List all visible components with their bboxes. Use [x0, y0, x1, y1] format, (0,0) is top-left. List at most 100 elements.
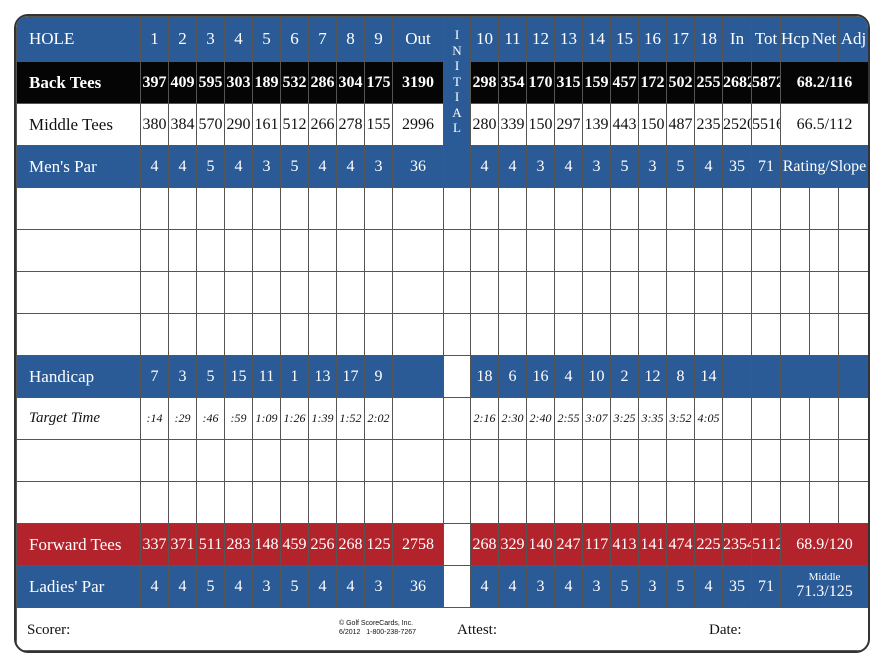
blank-cell	[638, 481, 667, 524]
hole-value: 443	[610, 103, 639, 146]
blank-row	[16, 187, 868, 230]
hole-value: 4	[694, 145, 723, 188]
out-total: 3190	[392, 61, 444, 104]
hole-value: 4	[224, 565, 253, 608]
out-total: 2758	[392, 523, 444, 566]
score-row: Middle Tees 380 384 570 290 161 512 266 278 155 29…	[16, 103, 868, 146]
blank-cell	[582, 271, 611, 314]
hole-value: 3	[252, 145, 281, 188]
hole-value: 5	[196, 145, 225, 188]
hole-value: 397	[140, 61, 169, 104]
hole-value: 303	[224, 61, 253, 104]
hole-value: 2:55	[554, 397, 583, 440]
hole-value: :59	[224, 397, 253, 440]
hole-value: 11	[252, 355, 281, 398]
hole-value: 3	[168, 355, 197, 398]
initial-cell	[443, 565, 471, 608]
initial-cell	[443, 523, 471, 566]
hole-value: 4	[308, 145, 337, 188]
hole-value: 532	[280, 61, 309, 104]
footer-cell: Scorer: © Golf ScoreCards, Inc. 6/2012 1-8…	[16, 607, 868, 651]
blank-cell	[443, 229, 471, 272]
score-row: Target Time:14:29:46:59 1:09 1:26 1:39 1:52 2…	[16, 397, 868, 440]
hole-value: 4:05	[694, 397, 723, 440]
blank-cell	[838, 229, 868, 272]
hole-value: 5	[196, 355, 225, 398]
hole-value: 459	[280, 523, 309, 566]
score-row: Forward Tees 337 371 511 283 148 459 256 268 125 2…	[16, 523, 868, 566]
hole-value: 3	[526, 565, 555, 608]
hole-number: 9	[364, 16, 393, 62]
blank-cell	[168, 187, 197, 230]
score-row: Ladies' Par 4 4 5 4 3 5 4 4 3 36 4 4 3 4 3 5 3 5 4 35 71 Middl…	[16, 565, 868, 608]
hole-value: 1:39	[308, 397, 337, 440]
hole-value: 4	[554, 565, 583, 608]
blank-cell	[809, 229, 839, 272]
blank-cell	[224, 313, 253, 356]
blank-cell	[470, 439, 499, 482]
footer: Scorer: © Golf ScoreCards, Inc. 6/2012 1-8…	[18, 609, 868, 650]
row-label: Handicap	[16, 355, 141, 398]
hole-value: 3	[364, 145, 393, 188]
hole-value: 4	[554, 355, 583, 398]
blank-cell	[336, 481, 365, 524]
blank-cell	[224, 229, 253, 272]
blank-cell	[610, 229, 639, 272]
hole-value: 7	[140, 355, 169, 398]
blank-cell	[722, 439, 752, 482]
blank-cell	[168, 271, 197, 314]
blank-cell	[364, 313, 393, 356]
blank-cell	[392, 439, 444, 482]
blank-cell	[751, 313, 781, 356]
blank-cell	[392, 355, 444, 398]
blank-cell	[751, 481, 781, 524]
blank-cell	[336, 439, 365, 482]
rating-slope: 68.9/120	[780, 523, 868, 566]
hole-value: 4	[224, 145, 253, 188]
blank-cell	[252, 481, 281, 524]
blank-cell	[722, 271, 752, 314]
blank-cell	[638, 187, 667, 230]
hole-value: 6	[498, 355, 527, 398]
blank-cell	[809, 481, 839, 524]
hole-value: 3:25	[610, 397, 639, 440]
hole-value: 155	[364, 103, 393, 146]
hole-value: 354	[498, 61, 527, 104]
hole-value: 125	[364, 523, 393, 566]
hole-value: 304	[336, 61, 365, 104]
hole-value: 3	[582, 145, 611, 188]
blank-cell	[610, 187, 639, 230]
blank-cell	[582, 187, 611, 230]
hcp-header: Hcp	[780, 16, 810, 62]
blank-cell	[809, 187, 839, 230]
blank-cell	[582, 481, 611, 524]
blank-cell	[252, 271, 281, 314]
blank-cell	[470, 229, 499, 272]
hole-value: 290	[224, 103, 253, 146]
hole-value: 413	[610, 523, 639, 566]
blank-cell	[140, 271, 169, 314]
blank-cell	[308, 271, 337, 314]
hole-number: 7	[308, 16, 337, 62]
hole-value: 409	[168, 61, 197, 104]
blank-cell	[722, 397, 752, 440]
blank-cell	[722, 229, 752, 272]
blank-cell	[280, 439, 309, 482]
hole-value: 4	[554, 145, 583, 188]
in-header: In	[722, 16, 752, 62]
hole-value: 141	[638, 523, 667, 566]
hole-value: 3	[252, 565, 281, 608]
out-total: 36	[392, 145, 444, 188]
hole-value: 1:52	[336, 397, 365, 440]
blank-cell	[554, 439, 583, 482]
hole-value: 595	[196, 61, 225, 104]
hole-value: 159	[582, 61, 611, 104]
blank-cell	[196, 187, 225, 230]
date-label: Date:	[709, 622, 742, 638]
hole-value: 4	[498, 565, 527, 608]
hole-value: 2:02	[364, 397, 393, 440]
hole-value: 16	[526, 355, 555, 398]
hole-value: 474	[666, 523, 695, 566]
blank-cell	[140, 229, 169, 272]
score-row: Men's Par 4 4 5 4 3 5 4 4 3 36 4 4 3 4 3 5 3 5 4 35 71 Rating/…	[16, 145, 868, 188]
